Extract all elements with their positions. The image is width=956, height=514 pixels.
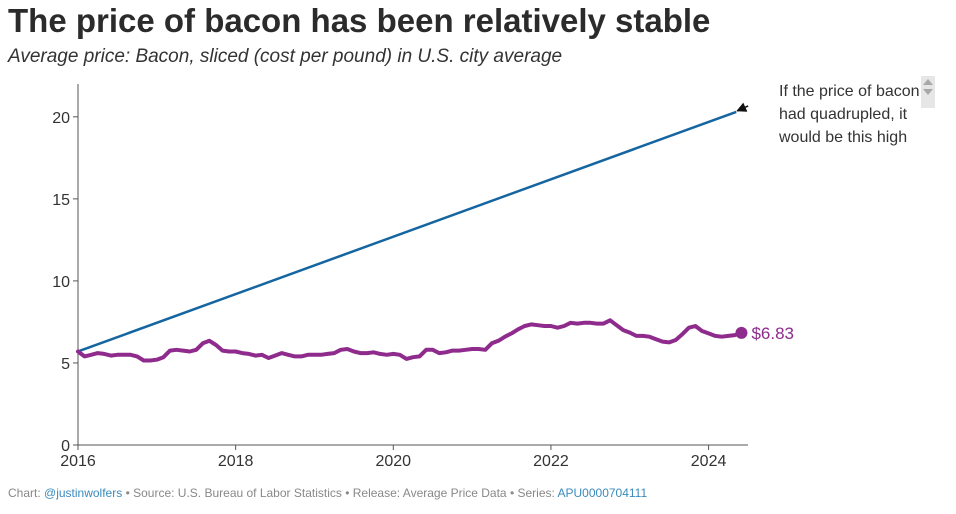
series-link[interactable]: APU0000704111 bbox=[557, 486, 648, 500]
footer-source: • Source: U.S. Bureau of Labor Statistic… bbox=[122, 486, 558, 500]
chart-title: The price of bacon has been relatively s… bbox=[8, 2, 711, 39]
annotation-line: had quadrupled, it bbox=[779, 106, 908, 123]
y-tick-label: 5 bbox=[61, 356, 70, 373]
bacon-price-end-label: $6.83 bbox=[751, 324, 794, 343]
chart-axes: 0 5 10 15 20 2016 2018 2020 2022 2024 bbox=[52, 84, 748, 470]
annotation-line: If the price of bacon bbox=[779, 83, 920, 100]
scroll-down-icon[interactable] bbox=[923, 89, 933, 95]
quadrupled-price-line bbox=[77, 110, 737, 353]
footer-chart-prefix: Chart: bbox=[8, 486, 45, 500]
chart-series bbox=[76, 110, 748, 363]
y-tick-label: 0 bbox=[61, 438, 70, 455]
annotation-line: would be this high bbox=[779, 129, 908, 146]
y-tick-label: 10 bbox=[52, 274, 70, 291]
scroll-up-icon[interactable] bbox=[923, 79, 933, 85]
y-tick-label: 20 bbox=[52, 110, 70, 127]
chart-subtitle: Average price: Bacon, sliced (cost per p… bbox=[8, 46, 563, 67]
chart-footer: Chart: @justinwolfers • Source: U.S. Bur… bbox=[8, 486, 647, 500]
x-tick-label: 2016 bbox=[60, 453, 96, 470]
x-tick-label: 2018 bbox=[218, 453, 254, 470]
author-link[interactable]: @justinwolfers bbox=[44, 486, 123, 500]
bacon-price-line bbox=[76, 318, 744, 363]
x-tick-label: 2020 bbox=[375, 453, 411, 470]
y-tick-label: 15 bbox=[52, 192, 70, 209]
annotation-arrow bbox=[736, 102, 749, 112]
annotation-scroll-control[interactable] bbox=[921, 76, 935, 108]
quadrupled-annotation: If the price of bacon had quadrupled, it… bbox=[779, 80, 949, 149]
x-tick-label: 2024 bbox=[691, 453, 727, 470]
bacon-price-endpoint bbox=[735, 326, 748, 339]
x-tick-label: 2022 bbox=[533, 453, 569, 470]
chart-labels: $6.83 bbox=[736, 102, 794, 343]
